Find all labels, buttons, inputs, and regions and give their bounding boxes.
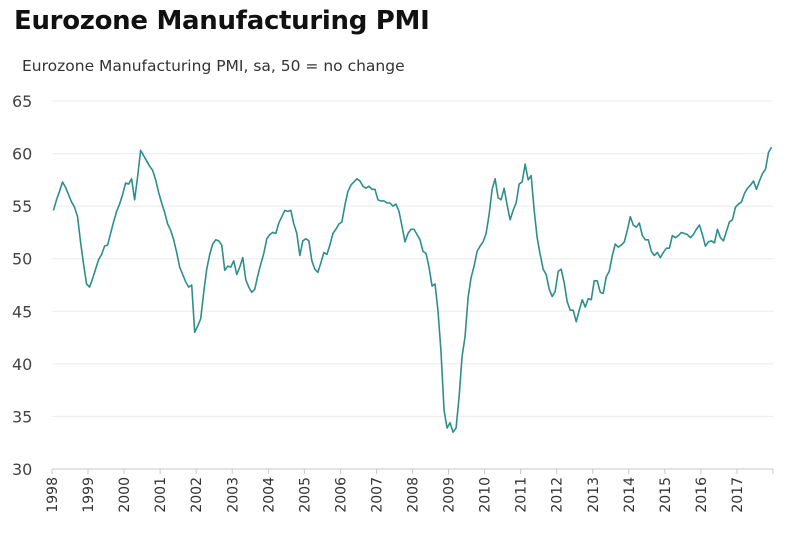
x-tick-label: 2002 — [189, 477, 205, 513]
y-tick-label: 65 — [12, 92, 32, 111]
x-tick-label: 1999 — [81, 477, 97, 513]
gridlines — [52, 100, 773, 417]
x-tick-label: 2010 — [478, 477, 494, 513]
x-tick-label: 2011 — [514, 477, 530, 513]
x-tick-label: 2012 — [550, 477, 566, 513]
x-tick-label: 2008 — [406, 477, 422, 513]
y-tick-label: 30 — [12, 460, 32, 479]
series-line-pmi — [52, 146, 773, 434]
x-tick-label: 2007 — [369, 477, 385, 513]
chart-title: Eurozone Manufacturing PMI — [14, 6, 430, 36]
x-tick-label: 2000 — [117, 477, 133, 513]
x-tick-label: 2014 — [622, 477, 638, 513]
y-tick-label: 45 — [12, 302, 32, 321]
y-axis-ticks: 30 35 40 45 50 55 60 65 — [12, 92, 32, 479]
x-tick-label: 2016 — [694, 477, 710, 513]
y-tick-label: 60 — [12, 145, 32, 164]
y-tick-label: 50 — [12, 250, 32, 269]
chart-subtitle: Eurozone Manufacturing PMI, sa, 50 = no … — [22, 57, 405, 75]
x-tick-label: 2017 — [730, 477, 746, 513]
y-tick-label: 55 — [12, 197, 32, 216]
x-tick-label: 2015 — [658, 477, 674, 513]
y-tick-label: 40 — [12, 355, 32, 374]
x-axis: 1998 1999 2000 2001 2002 2003 2004 2005 2006 2007… — [45, 468, 774, 513]
x-tick-label: 2004 — [261, 477, 277, 513]
x-tick-label: 2009 — [442, 477, 458, 513]
y-tick-label: 35 — [12, 407, 32, 426]
x-tick-label: 2001 — [153, 477, 169, 513]
x-tick-label: 1998 — [45, 477, 61, 513]
x-tick-label: 2006 — [333, 477, 349, 513]
series-layer — [52, 146, 773, 434]
x-tick-label: 2003 — [225, 477, 241, 513]
x-tick-label: 2005 — [297, 477, 313, 513]
x-tick-label: 2013 — [586, 477, 602, 513]
